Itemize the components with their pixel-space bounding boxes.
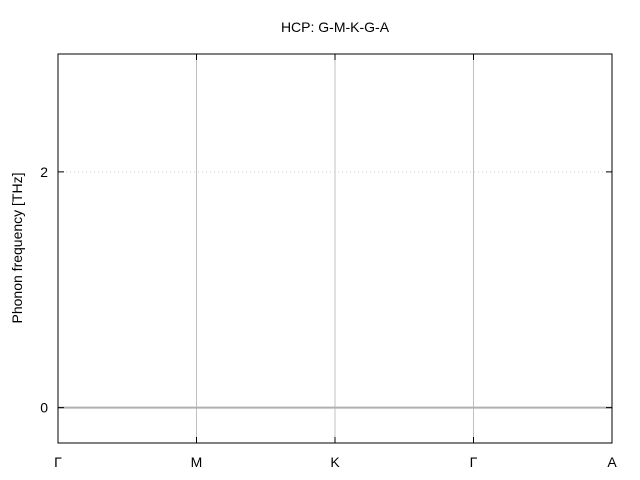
grid-lines (58, 54, 612, 443)
axis-ticks (57, 54, 613, 443)
y-axis-label: Phonon frequency [THz] (9, 173, 25, 324)
y-tick-labels: 02 (40, 164, 48, 416)
x-tick-label: A (607, 454, 617, 470)
x-tick-label: M (191, 454, 203, 470)
x-tick-label: Γ (470, 454, 478, 470)
y-tick-label: 0 (40, 400, 48, 416)
x-tick-label: K (330, 454, 340, 470)
chart-title: HCP: G-M-K-G-A (281, 19, 390, 35)
x-tick-label: Γ (54, 454, 62, 470)
y-tick-label: 2 (40, 164, 48, 180)
